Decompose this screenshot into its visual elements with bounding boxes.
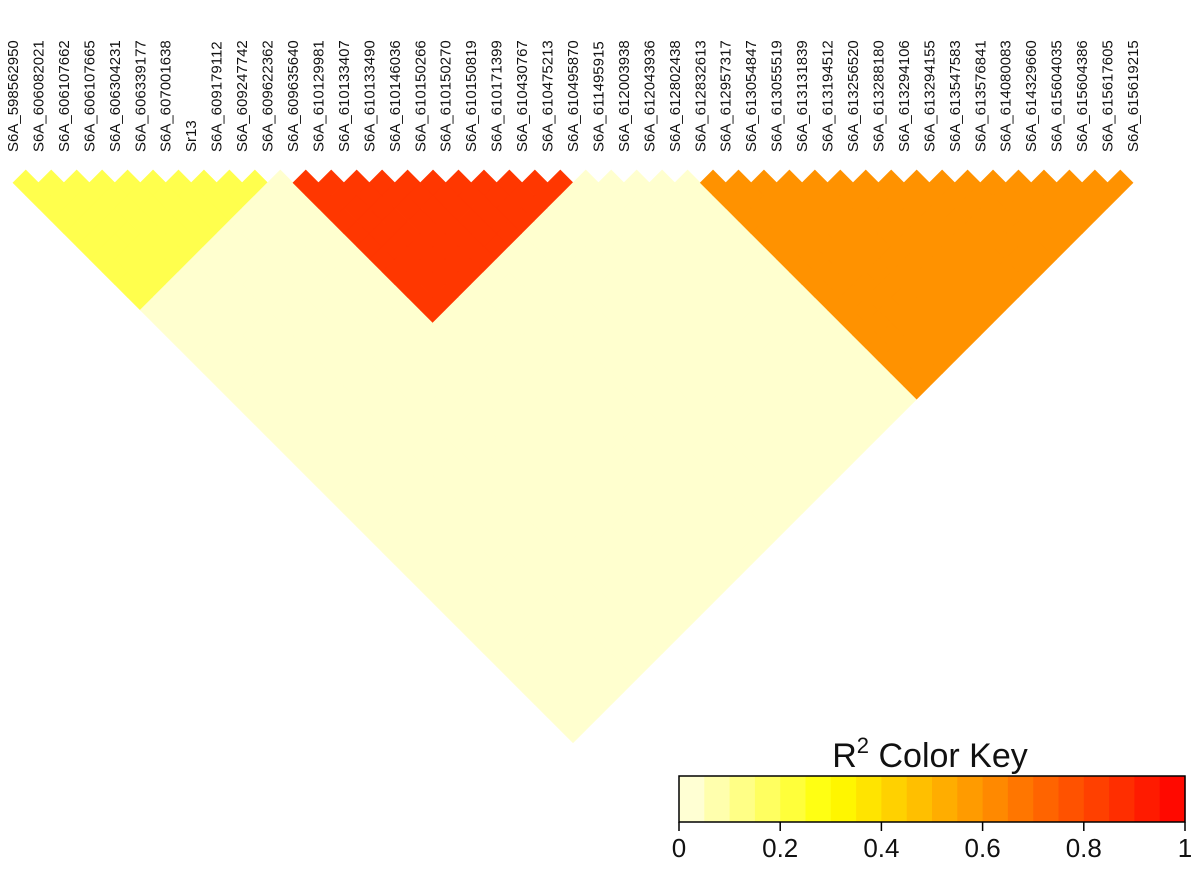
color-key-cell <box>1007 776 1034 822</box>
color-key-tick-label: 0.4 <box>863 833 899 863</box>
marker-label: S6A_610129981 <box>310 40 327 152</box>
marker-label: S6A_610133407 <box>336 40 353 152</box>
marker-label: S6A_613294106 <box>896 40 913 152</box>
color-key-legend: R2 Color Key 0 0.2 0.4 0.6 0.8 1 <box>672 733 1192 863</box>
marker-label: S6A_612003938 <box>616 40 633 152</box>
marker-label: S6A_610430767 <box>514 40 531 152</box>
marker-label: S6A_609179112 <box>209 41 226 152</box>
color-key-cell <box>1159 776 1186 822</box>
marker-label: Sr13 <box>183 120 200 152</box>
color-key-cell <box>1109 776 1135 822</box>
marker-label: S6A_610150266 <box>412 40 429 152</box>
marker-label: S6A_612043936 <box>641 40 658 152</box>
marker-label: S6A_612957317 <box>718 40 735 152</box>
marker-label: S6A_610495870 <box>565 40 582 152</box>
marker-label: S6A_613576841 <box>972 40 989 152</box>
color-key-cell <box>780 776 807 822</box>
color-key-ticks: 0 0.2 0.4 0.6 0.8 1 <box>672 822 1192 863</box>
marker-label: S6A_615619215 <box>1125 40 1142 152</box>
marker-label: S6A_611495915 <box>590 41 607 152</box>
marker-label: S6A_610171399 <box>489 40 506 152</box>
color-key-cell <box>805 776 832 822</box>
marker-labels: S6A_598562950 S6A_606082021 S6A_606107662 S… <box>5 40 1142 152</box>
color-key-title: R2 Color Key <box>832 733 1028 775</box>
marker-label: S6A_614329660 <box>1023 40 1040 152</box>
marker-label: S6A_606107665 <box>81 40 98 152</box>
marker-label: S6A_613256520 <box>845 40 862 152</box>
marker-label: S6A_612832613 <box>692 40 709 152</box>
color-key-cell <box>679 776 705 822</box>
marker-label: S6A_607001638 <box>158 40 175 152</box>
color-key-cell <box>856 776 882 822</box>
color-key-tick-label: 0.2 <box>762 833 798 863</box>
marker-label: S6A_612802438 <box>667 40 684 152</box>
color-key-tick-label: 0 <box>672 833 686 863</box>
marker-label: S6A_610133490 <box>361 40 378 152</box>
marker-label: S6A_609247742 <box>234 40 251 152</box>
ld-cell <box>1107 169 1134 196</box>
marker-label: S6A_598562950 <box>5 40 22 152</box>
marker-label: S6A_613055519 <box>769 40 786 152</box>
marker-label: S6A_610475213 <box>540 40 557 152</box>
color-key-cell <box>881 776 908 822</box>
marker-label: S6A_613288180 <box>870 40 887 152</box>
marker-label: S6A_613547583 <box>947 40 964 152</box>
marker-label: S6A_606339177 <box>132 40 149 152</box>
color-key-cell <box>704 776 731 822</box>
marker-label: S6A_606107662 <box>56 40 73 152</box>
color-key-cell <box>1083 776 1110 822</box>
marker-label: S6A_615604386 <box>1074 40 1091 152</box>
marker-label: S6A_614080083 <box>998 40 1015 152</box>
marker-label: S6A_613131839 <box>794 40 811 152</box>
color-key-cell <box>957 776 984 822</box>
marker-label: S6A_610146036 <box>387 40 404 152</box>
color-key-cell <box>729 776 756 822</box>
color-key-cell <box>982 776 1009 822</box>
color-key-tick-label: 0.8 <box>1066 833 1102 863</box>
marker-label: S6A_610150819 <box>463 40 480 152</box>
color-key-tick-label: 1 <box>1178 833 1192 863</box>
marker-label: S6A_609635640 <box>285 40 302 152</box>
color-key-cell <box>830 776 857 822</box>
marker-label: S6A_606304231 <box>107 40 124 152</box>
color-key-cell <box>1058 776 1085 822</box>
color-key-cell <box>906 776 933 822</box>
marker-label: S6A_606082021 <box>30 40 47 152</box>
marker-label: S6A_613194512 <box>820 40 837 152</box>
marker-label: S6A_615617605 <box>1100 40 1117 152</box>
marker-label: S6A_613294155 <box>921 40 938 152</box>
marker-label: S6A_615604035 <box>1049 40 1066 152</box>
marker-label: S6A_609622362 <box>260 40 277 152</box>
color-key-scale <box>679 776 1186 822</box>
color-key-cell <box>1033 776 1060 822</box>
marker-label: S6A_610150270 <box>438 40 455 152</box>
color-key-tick-label: 0.6 <box>965 833 1001 863</box>
color-key-frame <box>678 775 1186 823</box>
color-key-cell <box>932 776 958 822</box>
ld-triangle <box>12 169 1134 744</box>
color-key-cell <box>1134 776 1161 822</box>
color-key-cell <box>754 776 781 822</box>
marker-label: S6A_613054847 <box>743 40 760 152</box>
